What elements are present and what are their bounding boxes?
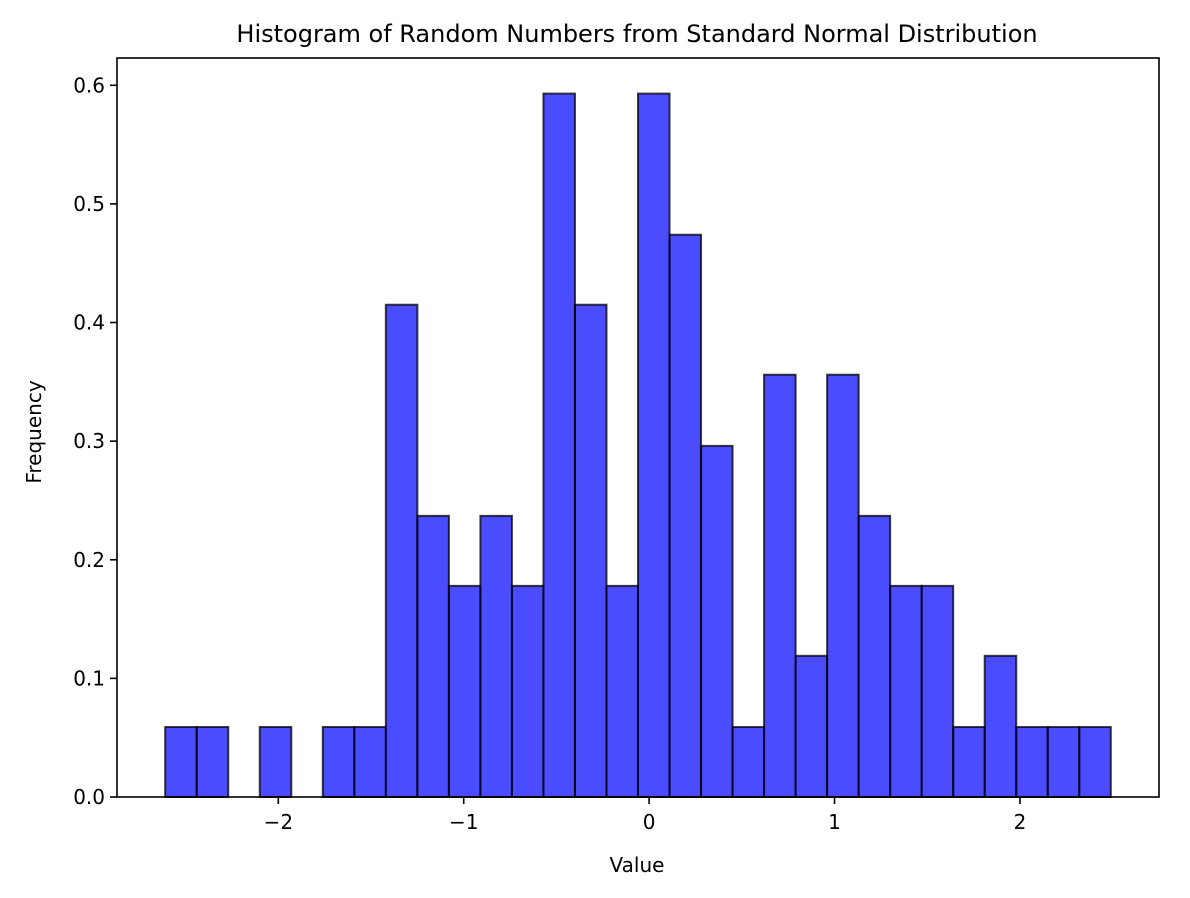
x-tick-label: 0	[643, 810, 656, 834]
y-tick-label: 0.6	[73, 73, 105, 97]
plot-frame	[116, 57, 1160, 798]
x-tick-label: 2	[1014, 810, 1027, 834]
histogram-bar	[605, 584, 639, 798]
histogram-bar	[416, 514, 450, 798]
histogram-bar	[573, 303, 608, 798]
histogram-bar	[794, 654, 829, 799]
y-axis-ticks: 0.0 0.1 0.2 0.3 0.4 0.5 0.6	[73, 73, 117, 809]
x-axis-label: Value	[610, 853, 665, 877]
histogram-bar	[510, 584, 545, 798]
histogram-bar	[384, 303, 419, 798]
histogram-bar	[195, 726, 230, 799]
y-tick-label: 0.0	[73, 785, 105, 809]
histogram-bar	[447, 584, 482, 798]
histogram-bar	[889, 584, 923, 798]
histogram-bar	[479, 514, 513, 798]
bars-group	[164, 92, 1112, 799]
histogram-bar	[258, 726, 293, 799]
histogram-bar	[353, 726, 387, 799]
y-tick-label: 0.2	[73, 548, 105, 572]
histogram-bar	[542, 92, 576, 798]
histogram-bar	[920, 584, 955, 798]
y-tick-label: 0.4	[73, 311, 105, 335]
histogram-bar	[857, 514, 892, 798]
histogram-bar	[637, 92, 671, 798]
x-tick-label: −1	[449, 810, 478, 834]
histogram-bar	[668, 233, 703, 799]
histogram-bar	[952, 726, 986, 799]
x-axis-ticks: −2 −1 0 1 2	[264, 797, 1027, 834]
histogram-bar	[983, 654, 1018, 799]
chart-title: Histogram of Random Numbers from Standar…	[236, 20, 1037, 48]
x-tick-label: −2	[264, 810, 293, 834]
y-tick-label: 0.1	[73, 666, 105, 690]
histogram-bar	[826, 373, 860, 798]
histogram-bar	[1078, 726, 1112, 799]
y-axis-label: Frequency	[22, 380, 46, 483]
histogram-bar	[321, 726, 356, 799]
y-tick-label: 0.5	[73, 192, 105, 216]
histogram-bar	[1015, 726, 1049, 799]
y-tick-label: 0.3	[73, 429, 105, 453]
histogram-bar	[700, 444, 734, 798]
histogram-bar	[164, 726, 198, 799]
histogram-bar	[763, 373, 797, 798]
histogram-bar	[1046, 726, 1081, 799]
histogram-bar	[731, 726, 766, 799]
x-tick-label: 1	[828, 810, 841, 834]
